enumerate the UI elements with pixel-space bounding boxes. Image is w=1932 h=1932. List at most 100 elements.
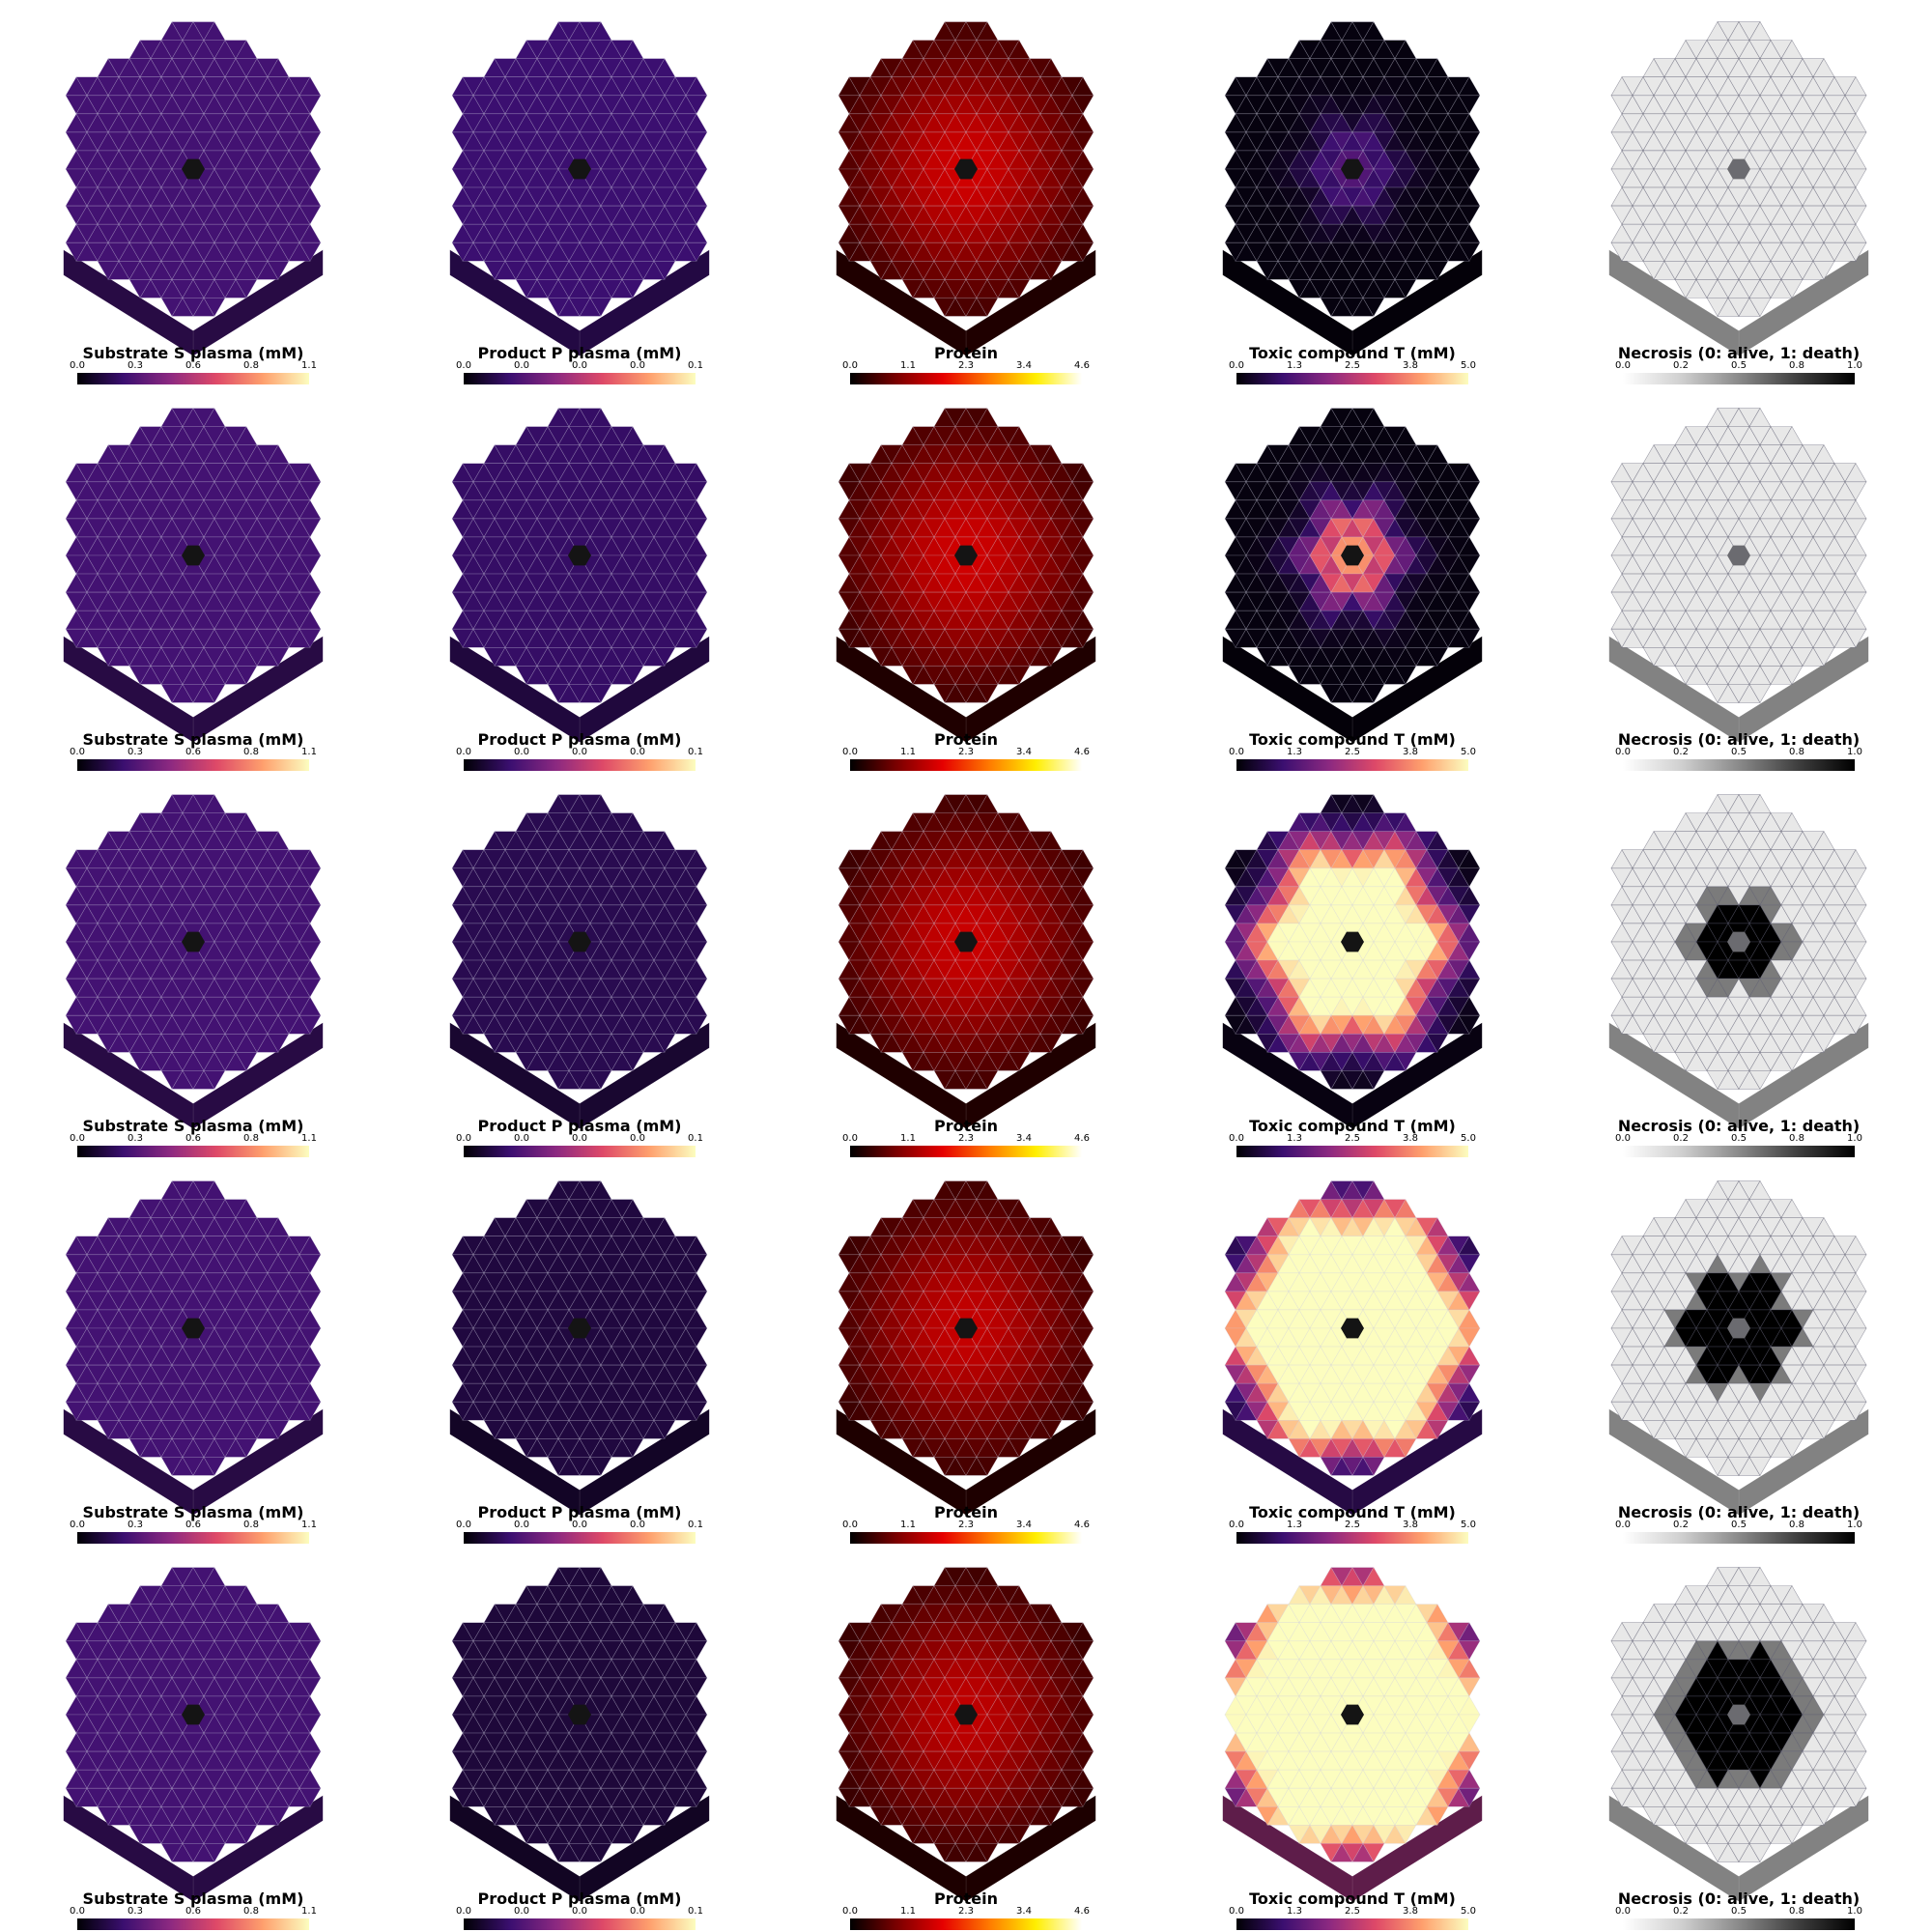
colorbar-tick-label: 0.0 — [572, 747, 587, 757]
colorbar-ticks: 0.0 0.2 0.5 0.8 1.0 — [1615, 1133, 1862, 1144]
vessel-hole — [1727, 1318, 1750, 1339]
vessel-hole — [182, 545, 205, 566]
colorbar-tick-label: 0.3 — [128, 1906, 143, 1917]
colorbar-gradient — [464, 759, 696, 771]
mesh-product — [449, 793, 710, 1129]
mesh-necrosis — [1608, 1179, 1869, 1516]
colorbar-gradient — [850, 759, 1082, 771]
mesh-product — [449, 20, 710, 356]
colorbar-tick-label: 0.6 — [185, 1906, 201, 1917]
panel-necrosis-1: Necrosis (0: alive, 1: death) 0.0 0.2 0.5 0.… — [1546, 0, 1932, 386]
colorbar-tick-label: 0.0 — [1229, 1520, 1244, 1530]
colorbar-ticks: 0.0 0.0 0.0 0.0 0.1 — [456, 1520, 703, 1530]
vessel-hole — [954, 158, 978, 180]
colorbar-ticks: 0.0 0.2 0.5 0.8 1.0 — [1615, 1906, 1862, 1917]
colorbar-ticks: 0.0 0.0 0.0 0.0 0.1 — [456, 1134, 703, 1144]
colorbar-gradient — [77, 759, 309, 771]
colorbar-title: Necrosis (0: alive, 1: death) — [1617, 1117, 1861, 1135]
colorbar-tick-label: 1.3 — [1287, 360, 1302, 371]
colorbar-tick-label: 0.0 — [572, 1520, 587, 1530]
colorbar-tick-label: 0.5 — [1731, 360, 1747, 371]
colorbar-tick-label: 4.6 — [1074, 1133, 1090, 1144]
colorbar-tick-label: 2.5 — [1345, 1133, 1360, 1144]
colorbar-title: Necrosis (0: alive, 1: death) — [1617, 730, 1861, 749]
colorbar-title: Product P plasma (mM) — [477, 1117, 682, 1135]
mesh-cells — [838, 407, 1094, 704]
colorbar-gradient — [850, 373, 1082, 384]
colorbar-ticks: 0.0 0.2 0.5 0.8 1.0 — [1615, 748, 1862, 757]
colorbar-tick-label: 1.1 — [301, 1906, 317, 1917]
colorbar-tick-label: 0.2 — [1673, 1133, 1689, 1144]
mesh-protein — [836, 793, 1096, 1129]
colorbar-tick-label: 0.0 — [842, 360, 858, 371]
colorbar-tick-label: 0.0 — [456, 1520, 471, 1530]
colorbar-tick-label: 1.1 — [301, 1520, 317, 1530]
colorbar-tick-label: 1.1 — [301, 1133, 317, 1144]
colorbar-gradient — [77, 373, 309, 384]
colorbar-tick-label: 3.8 — [1403, 747, 1418, 757]
colorbar-tick-label: 0.5 — [1731, 1906, 1747, 1917]
mesh-toxic — [1222, 1179, 1483, 1516]
colorbar-ticks: 0.0 0.3 0.6 0.8 1.1 — [70, 361, 317, 371]
mesh-cells — [1610, 407, 1867, 704]
panel-toxic-3: Toxic compound T (mM) 0.0 1.3 2.5 3.8 5.0 — [1159, 773, 1546, 1159]
colorbar-tick-label: 1.1 — [900, 1133, 916, 1144]
colorbar-title: Protein — [934, 344, 998, 362]
panel-product-3: Product P plasma (mM) 0.0 0.0 0.0 0.0 0.1 — [386, 773, 773, 1159]
colorbar-tick-label: 0.5 — [1731, 1520, 1747, 1530]
colorbar-title: Product P plasma (mM) — [477, 1503, 682, 1521]
colorbar-title: Toxic compound T (mM) — [1249, 344, 1456, 362]
panel-toxic-5: Toxic compound T (mM) 0.0 1.3 2.5 3.8 5.0 — [1159, 1546, 1546, 1932]
colorbar-title: Protein — [934, 730, 998, 749]
colorbar-ticks: 0.0 0.3 0.6 0.8 1.1 — [70, 1520, 317, 1530]
colorbar-tick-label: 2.5 — [1345, 360, 1360, 371]
colorbar-ticks: 0.0 1.3 2.5 3.8 5.0 — [1229, 1133, 1476, 1144]
colorbar-title: Protein — [934, 1117, 998, 1135]
panel-protein-3: Protein 0.0 1.1 2.3 3.4 4.6 — [773, 773, 1159, 1159]
colorbar-title: Substrate S plasma (mM) — [82, 344, 304, 362]
colorbar-tick-label: 0.1 — [688, 1520, 703, 1530]
colorbar-ticks: 0.0 0.3 0.6 0.8 1.1 — [70, 1134, 317, 1144]
vessel-hole — [954, 1318, 978, 1339]
colorbar-tick-label: 0.0 — [1615, 1520, 1631, 1530]
colorbar-tick-label: 4.6 — [1074, 747, 1090, 757]
mesh-necrosis — [1608, 1566, 1869, 1902]
panel-substrate-4: Substrate S plasma (mM) 0.0 0.3 0.6 0.8 1.1 — [0, 1159, 386, 1546]
colorbar-tick-label: 0.1 — [688, 1906, 703, 1917]
colorbar-gradient — [1623, 759, 1855, 771]
colorbar-title: Product P plasma (mM) — [477, 344, 682, 362]
colorbar-title: Substrate S plasma (mM) — [82, 1503, 304, 1521]
colorbar-tick-label: 0.0 — [630, 1906, 645, 1917]
vessel-hole — [182, 158, 205, 180]
colorbar-tick-label: 1.0 — [1847, 1520, 1862, 1530]
colorbar-tick-label: 2.3 — [958, 360, 974, 371]
mesh-cells — [1610, 20, 1867, 318]
colorbar-gradient — [77, 1146, 309, 1157]
colorbar-title: Toxic compound T (mM) — [1249, 730, 1456, 749]
mesh-necrosis — [1608, 407, 1869, 743]
colorbar-ticks: 0.0 1.3 2.5 3.8 5.0 — [1229, 360, 1476, 371]
colorbar-tick-label: 0.8 — [243, 747, 259, 757]
colorbar-gradient — [77, 1532, 309, 1544]
colorbar-tick-label: 1.1 — [900, 360, 916, 371]
vessel-hole — [1341, 1704, 1364, 1725]
colorbar-ticks: 0.0 1.1 2.3 3.4 4.6 — [842, 1520, 1090, 1530]
panel-substrate-1: Substrate S plasma (mM) 0.0 0.3 0.6 0.8 1.1 — [0, 0, 386, 386]
panel-protein-5: Protein 0.0 1.1 2.3 3.4 4.6 — [773, 1546, 1159, 1932]
colorbar-tick-label: 3.4 — [1016, 1520, 1032, 1530]
panel-protein-2: Protein 0.0 1.1 2.3 3.4 4.6 — [773, 386, 1159, 773]
colorbar-tick-label: 2.3 — [958, 1906, 974, 1917]
mesh-cells — [1610, 1179, 1867, 1477]
mesh-cells — [1610, 793, 1867, 1091]
colorbar-tick-label: 0.0 — [70, 1906, 85, 1917]
colorbar-ticks: 0.0 0.3 0.6 0.8 1.1 — [70, 1906, 317, 1917]
colorbar-ticks: 0.0 0.0 0.0 0.0 0.1 — [456, 361, 703, 371]
mesh-cells — [65, 793, 322, 1091]
mesh-toxic — [1222, 407, 1483, 743]
colorbar-tick-label: 0.0 — [630, 1520, 645, 1530]
colorbar-tick-label: 1.0 — [1847, 747, 1862, 757]
mesh-substrate — [63, 793, 324, 1129]
colorbar-ticks: 0.0 0.0 0.0 0.0 0.1 — [456, 1906, 703, 1917]
vessel-hole — [1727, 931, 1750, 952]
colorbar-tick-label: 0.0 — [572, 1906, 587, 1917]
